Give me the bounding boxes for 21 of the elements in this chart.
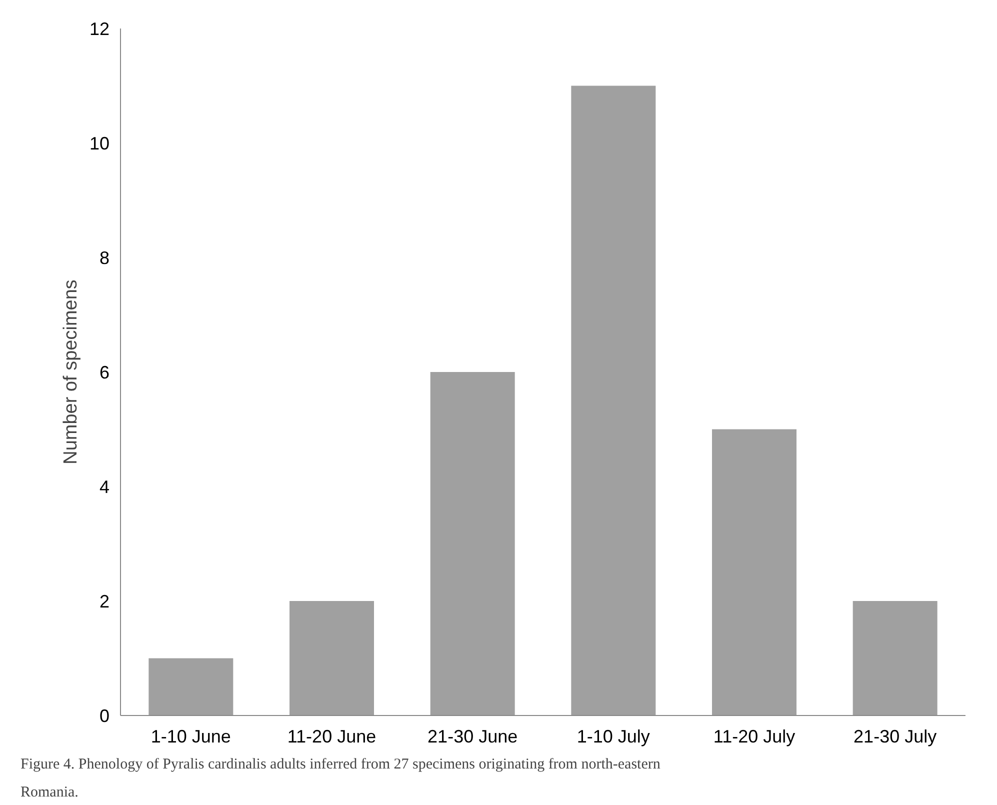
- bar: [290, 601, 374, 716]
- y-tick-label: 2: [99, 592, 110, 612]
- x-tick-label: 21-30 June: [428, 726, 518, 746]
- y-tick-label: 8: [99, 248, 110, 268]
- x-tick-label: 11-20 July: [713, 726, 796, 746]
- y-tick-label: 12: [89, 19, 110, 39]
- y-tick-label: 0: [99, 706, 110, 726]
- bar: [571, 86, 656, 716]
- x-tick-label: 1-10 June: [150, 726, 231, 746]
- y-tick-label: 10: [89, 134, 110, 154]
- caption: Figure 4. Phenology of Pyralis cardinalis adults inferred from 27 specimens originating from north-eastern Romania.: [20, 756, 661, 800]
- x-tick-label: 21-30 July: [854, 726, 937, 746]
- x-tick-label: 1-10 July: [576, 726, 650, 746]
- y-tick-label: 6: [99, 362, 110, 382]
- bar: [148, 658, 234, 716]
- y-tick-label: 4: [99, 477, 110, 497]
- y-axis-title: Number of specimens: [60, 280, 82, 464]
- bar: [712, 429, 796, 716]
- bar: [430, 372, 515, 716]
- bar: [852, 601, 938, 716]
- x-tick-label: 11-20 June: [287, 726, 376, 746]
